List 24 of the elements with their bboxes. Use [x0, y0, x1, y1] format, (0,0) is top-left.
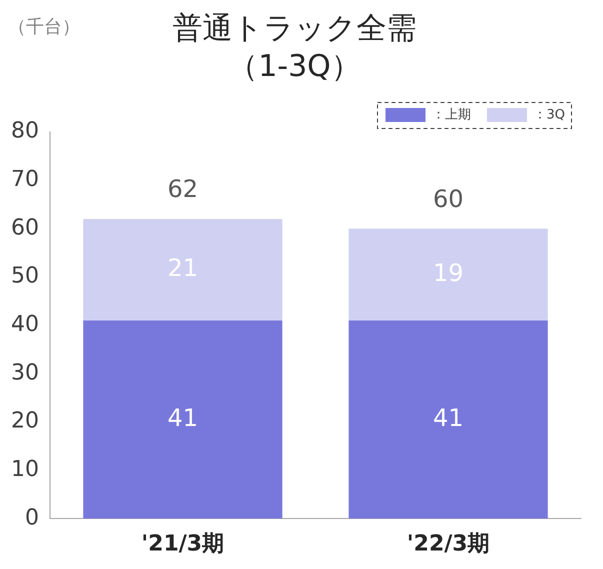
bar [348, 320, 548, 519]
y-tick-label: 70 [10, 167, 39, 192]
y-tick-label: 30 [10, 360, 39, 386]
y-tick-label: 80 [10, 118, 39, 144]
y-tick-label: 60 [10, 215, 39, 240]
chart-subtitle: （1-3Q） [228, 48, 361, 84]
data-label: 41 [432, 404, 464, 432]
data-label: 41 [167, 404, 198, 432]
x-tick-label: '21/3期 [141, 532, 224, 557]
y-tick-label: 10 [10, 456, 39, 482]
y-tick-label: 20 [10, 408, 39, 434]
x-tick-label: '22/3期 [406, 532, 490, 557]
chart-title: 普通トラック全需 [172, 10, 416, 46]
bar [348, 228, 548, 320]
legend-label: ：上期 [432, 107, 471, 122]
y-tick-label: 0 [24, 505, 39, 530]
y-axis-title: （千台） [8, 16, 80, 38]
bar [83, 320, 282, 519]
y-tick-label: 40 [10, 312, 39, 338]
bar [83, 218, 282, 320]
total-label: 60 [432, 184, 464, 213]
y-tick-label: 50 [10, 264, 39, 289]
legend-label: ：3Q [533, 107, 566, 122]
total-label: 62 [167, 175, 198, 204]
